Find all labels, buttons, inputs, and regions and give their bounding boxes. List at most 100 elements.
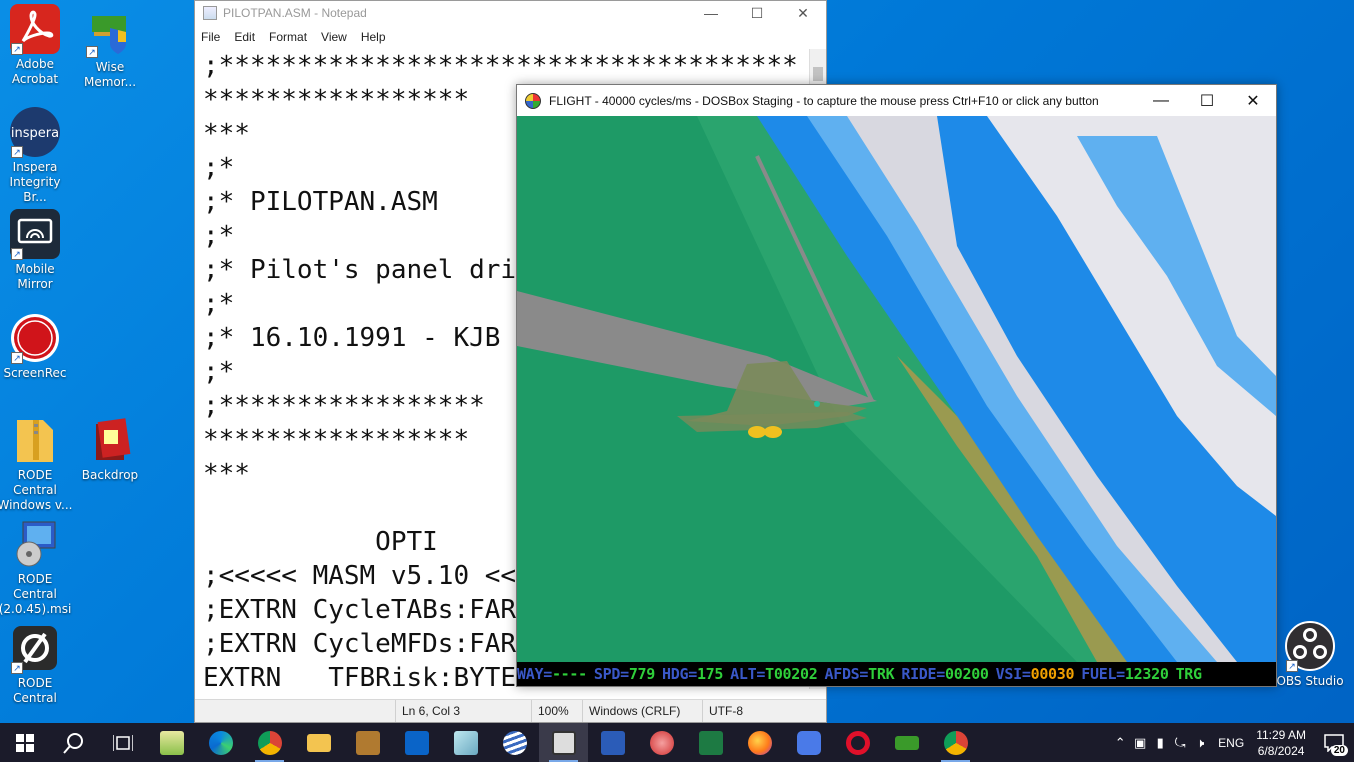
hud-segment: HDG=175 (662, 665, 723, 683)
desktop-icon-label: RODE Central (13, 676, 57, 705)
close-button[interactable]: ✕ (1246, 92, 1260, 110)
dosbox-titlebar[interactable]: FLIGHT - 40000 cycles/ms - DOSBox Stagin… (517, 85, 1276, 116)
hud-value: T00202 (765, 665, 818, 683)
taskbar-app-firefox[interactable] (735, 723, 784, 762)
wise-memory-icon: ↗ (84, 6, 136, 58)
excel-icon (698, 730, 723, 755)
taskbar-app-dosbox-staging[interactable] (343, 723, 392, 762)
clock[interactable]: 11:29 AM 6/8/2024 (1256, 727, 1306, 759)
firefox-icon (747, 730, 772, 755)
editor-line: ***************** (203, 425, 470, 455)
taskbar-app-notepadplus[interactable] (147, 723, 196, 762)
desktop-icon-rode-central-msi[interactable]: RODE Central (2.0.45).msi (0, 518, 73, 617)
cockpit-status-bar: WAY=---- SPD=779 HDG=175 ALT=T00202 AFDS=TRK… (517, 662, 1276, 686)
editor-line: ;* (203, 357, 235, 387)
task-view-button[interactable] (98, 723, 147, 762)
shortcut-arrow-icon: ↗ (11, 662, 23, 674)
inspera-logo-text: inspera (11, 126, 59, 141)
menu-help[interactable]: Help (360, 30, 386, 44)
hud-label: AFDS= (824, 665, 869, 683)
editor-line: ;* 16.10.1991 - KJB (203, 323, 501, 353)
shortcut-arrow-icon: ↗ (11, 146, 23, 158)
notepad-titlebar[interactable]: PILOTPAN.ASM - Notepad — ☐ ✕ (195, 1, 826, 25)
dosbox-icon (525, 92, 541, 109)
hud-label: RIDE= (901, 665, 945, 683)
opera-icon (845, 730, 870, 755)
menu-view[interactable]: View (321, 30, 347, 44)
hud-label: VSI= (995, 665, 1031, 683)
desktop-icon-obs-studio[interactable]: ↗ OBS Studio (1272, 620, 1348, 689)
taskbar-app-edge[interactable] (196, 723, 245, 762)
task-view-icon (112, 734, 133, 751)
chrome-icon (257, 730, 282, 755)
editor-line: ;* (203, 289, 235, 319)
desktop-icon-backdrop[interactable]: Backdrop (72, 414, 148, 483)
editor-line: ;* (203, 153, 235, 183)
desktop-icon-adobe-acrobat[interactable]: ↗ Adobe Acrobat (0, 3, 73, 87)
taskbar-app-memory[interactable] (882, 723, 931, 762)
status-line-ending: Windows (CRLF) (582, 700, 702, 722)
desktop-icon-label: RODE Central Windows v... (0, 468, 73, 512)
taskbar-app-chrome[interactable] (245, 723, 294, 762)
hud-label: ALT= (730, 665, 766, 683)
taskbar-app-notepad[interactable] (441, 723, 490, 762)
notepad-text-area[interactable]: ;************************************* **… (195, 49, 810, 689)
desktop-icon-rode-central-zip[interactable]: RODE Central Windows v... (0, 414, 73, 513)
hud-segment: AFDS=TRK (824, 665, 894, 683)
menu-file[interactable]: File (201, 30, 221, 44)
adobe-acrobat-icon: ↗ (9, 3, 61, 55)
volume-icon[interactable]: 🕨 (1196, 734, 1205, 750)
taskbar-app-snipping[interactable] (637, 723, 686, 762)
search-button[interactable] (49, 723, 98, 762)
network-status-icon[interactable]: ▣ (1134, 734, 1147, 750)
maximize-button[interactable]: ☐ (1199, 92, 1215, 110)
taskbar-app-screen-capture[interactable] (784, 723, 833, 762)
status-zoom: 100% (531, 700, 582, 722)
hud-segment: WAY=---- (517, 665, 587, 683)
system-tray: ⌃ ▣ ▮ ⤿ 🕨 ENG 11:29 AM 6/8/2024 20 (1110, 723, 1354, 762)
desktop-icon-mobile-mirror[interactable]: ↗ Mobile Mirror (0, 208, 73, 292)
hud-label: WAY= (517, 665, 552, 683)
notification-center-button[interactable]: 20 (1314, 723, 1354, 762)
language-indicator[interactable]: ENG (1218, 735, 1245, 750)
dosbox-app-icon (551, 730, 576, 755)
editor-line: ;************************************* (203, 51, 798, 81)
folder-icon (306, 733, 331, 752)
editor-line: ;* Pilot's panel dri (203, 255, 517, 285)
scrollbar-thumb[interactable] (813, 67, 823, 81)
taskbar-app-word[interactable] (588, 723, 637, 762)
dosbox-window[interactable]: FLIGHT - 40000 cycles/ms - DOSBox Stagin… (516, 84, 1277, 687)
desktop-icon-wise-memory[interactable]: ↗ Wise Memor... (72, 6, 148, 90)
desktop-icon-label: Adobe Acrobat (11, 57, 59, 86)
taskbar-app-outlook[interactable] (392, 723, 441, 762)
notepad-app-icon (453, 730, 478, 755)
hud-label: FUEL= (1081, 665, 1125, 683)
game-screen[interactable]: WAY=---- SPD=779 HDG=175 ALT=T00202 AFDS=TRK… (517, 116, 1276, 686)
edge-icon (208, 730, 233, 755)
close-button[interactable]: ✕ (797, 4, 809, 21)
editor-line: ;<<<<< MASM v5.10 << (203, 561, 517, 591)
taskbar-app-excel[interactable] (686, 723, 735, 762)
maximize-button[interactable]: ☐ (750, 4, 764, 21)
desktop-icon-inspera[interactable]: inspera ↗ Inspera Integrity Br... (0, 106, 73, 205)
taskbar-app-opera[interactable] (833, 723, 882, 762)
minimize-button[interactable]: — (1153, 91, 1169, 109)
rode-central-icon: ↗ (9, 622, 61, 674)
taskbar-app-file-explorer[interactable] (294, 723, 343, 762)
desktop-icon-rode-central[interactable]: ↗ RODE Central (0, 622, 73, 706)
wifi-icon[interactable]: ⤿ (1174, 734, 1186, 750)
taskbar-app-sphere[interactable] (490, 723, 539, 762)
zip-folder-icon (9, 414, 61, 466)
battery-icon[interactable]: ▮ (1156, 734, 1164, 750)
scissors-icon (649, 730, 674, 755)
taskbar-app-dosbox[interactable] (539, 723, 588, 762)
start-button[interactable] (0, 723, 49, 762)
backdrop-icon (84, 414, 136, 466)
menu-edit[interactable]: Edit (234, 30, 256, 44)
desktop-icon-screenrec[interactable]: ↗ ScreenRec (0, 312, 73, 381)
menu-format[interactable]: Format (269, 30, 308, 44)
show-hidden-icons-chevron-icon[interactable]: ⌃ (1114, 734, 1126, 750)
minimize-button[interactable]: — (704, 5, 718, 21)
taskbar-app-chrome-profile[interactable] (931, 723, 980, 762)
editor-line: *** (203, 459, 250, 489)
